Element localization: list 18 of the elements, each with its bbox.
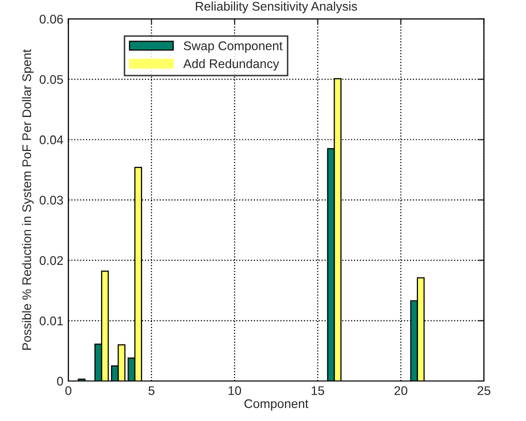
x-tick-label: 20: [394, 386, 408, 396]
x-tick-label: 10: [228, 386, 242, 396]
x-tick-label: 25: [478, 386, 490, 396]
x-tick-label: 0: [65, 386, 72, 396]
y-axis-title: Possible % Reduction in System PoF Per Dollar Spent: [22, 49, 34, 350]
y-tick-label: 0.03: [40, 196, 63, 205]
y-tick-label: 0.04: [40, 135, 64, 144]
x-tick-label: 5: [148, 386, 154, 396]
chart-title: Reliability Sensitivity Analysis: [196, 2, 357, 14]
y-tick-label: 0.05: [40, 75, 63, 84]
x-tick-label: 15: [312, 386, 324, 396]
legend-label: Add Redundancy: [183, 58, 280, 71]
y-tick-label: 0: [57, 376, 64, 386]
y-tick-label: 0.02: [40, 256, 63, 265]
x-axis-title: Component: [244, 399, 308, 411]
y-tick-label: 0.06: [40, 14, 63, 24]
legend-label: Swap Component: [184, 41, 283, 53]
y-tick-label: 0.01: [40, 316, 63, 326]
